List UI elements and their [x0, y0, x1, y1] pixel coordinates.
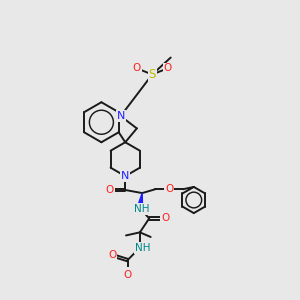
Text: O: O: [133, 63, 141, 73]
Text: S: S: [148, 68, 156, 81]
Polygon shape: [137, 193, 142, 208]
Text: O: O: [165, 184, 173, 194]
Text: O: O: [161, 214, 170, 224]
Text: O: O: [106, 185, 114, 195]
Text: O: O: [108, 250, 116, 260]
Text: N: N: [116, 111, 125, 121]
Text: N: N: [121, 171, 129, 181]
Text: O: O: [123, 270, 132, 280]
Text: NH: NH: [134, 204, 149, 214]
Text: NH: NH: [135, 243, 151, 253]
Text: O: O: [164, 63, 172, 73]
